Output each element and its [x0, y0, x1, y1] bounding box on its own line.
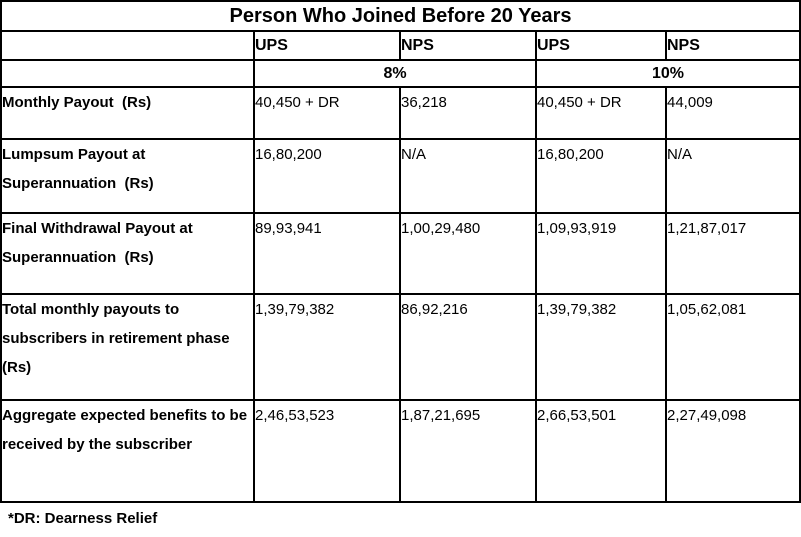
column-header-ups-10: UPS	[535, 30, 667, 61]
cell-value: 16,80,200	[535, 138, 667, 214]
cell-value: 1,87,21,695	[399, 399, 537, 503]
cell-value: 2,27,49,098	[665, 399, 801, 503]
cell-value: 36,218	[399, 86, 537, 140]
rate-group-8pct: 8%	[253, 59, 537, 88]
table-row: Lumpsum Payout at Superannuation (Rs) 16…	[0, 138, 801, 214]
cell-value: N/A	[399, 138, 537, 214]
table-row: Aggregate expected benefits to be receiv…	[0, 399, 801, 503]
cell-value: 1,09,93,919	[535, 212, 667, 295]
empty-rate-cell	[0, 59, 255, 88]
cell-value: 1,00,29,480	[399, 212, 537, 295]
column-header-nps-8: NPS	[399, 30, 537, 61]
cell-value: N/A	[665, 138, 801, 214]
row-label-aggregate-benefits: Aggregate expected benefits to be receiv…	[0, 399, 255, 503]
cell-value: 1,21,87,017	[665, 212, 801, 295]
cell-value: 44,009	[665, 86, 801, 140]
cell-value: 2,46,53,523	[253, 399, 401, 503]
footnote-dearness-relief: *DR: Dearness Relief	[8, 510, 158, 527]
cell-value: 1,39,79,382	[535, 293, 667, 401]
table-row: Final Withdrawal Payout at Superannuatio…	[0, 212, 801, 295]
cell-value: 89,93,941	[253, 212, 401, 295]
scheme-header-row: UPS NPS UPS NPS	[0, 30, 801, 61]
pension-comparison-table: Person Who Joined Before 20 Years UPS NP…	[0, 0, 801, 503]
column-header-nps-10: NPS	[665, 30, 801, 61]
table-row: Monthly Payout (Rs) 40,450 + DR 36,218 4…	[0, 86, 801, 140]
cell-value: 1,39,79,382	[253, 293, 401, 401]
rate-group-10pct: 10%	[535, 59, 801, 88]
cell-value: 2,66,53,501	[535, 399, 667, 503]
title-row: Person Who Joined Before 20 Years	[0, 0, 801, 32]
cell-value: 86,92,216	[399, 293, 537, 401]
row-label-lumpsum-payout: Lumpsum Payout at Superannuation (Rs)	[0, 138, 255, 214]
cell-value: 40,450 + DR	[253, 86, 401, 140]
cell-value: 40,450 + DR	[535, 86, 667, 140]
table-title: Person Who Joined Before 20 Years	[0, 0, 801, 32]
cell-value: 1,05,62,081	[665, 293, 801, 401]
empty-corner-cell	[0, 30, 255, 61]
cell-value: 16,80,200	[253, 138, 401, 214]
rate-header-row: 8% 10%	[0, 59, 801, 88]
table-row: Total monthly payouts to subscribers in …	[0, 293, 801, 401]
row-label-final-withdrawal: Final Withdrawal Payout at Superannuatio…	[0, 212, 255, 295]
column-header-ups-8: UPS	[253, 30, 401, 61]
row-label-total-monthly-payouts: Total monthly payouts to subscribers in …	[0, 293, 255, 401]
row-label-monthly-payout: Monthly Payout (Rs)	[0, 86, 255, 140]
